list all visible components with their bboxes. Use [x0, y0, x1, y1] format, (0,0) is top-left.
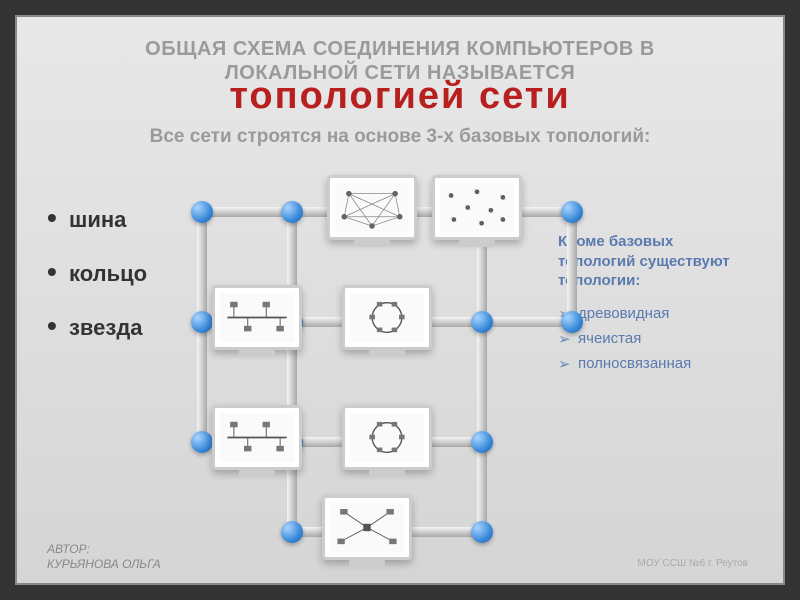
network-node-icon [191, 311, 213, 333]
extra-topologies-block: Кроме базовых топологий существуют топол… [558, 232, 748, 380]
network-diagram [197, 177, 577, 537]
pipe-vertical [477, 207, 487, 532]
base-topologies-list: шина кольцо звезда [47, 207, 147, 369]
subtitle: Все сети строятся на основе 3-х базовых … [47, 126, 753, 148]
list-item: шина [47, 207, 147, 233]
screen-icon [322, 495, 412, 560]
heading-line-1: ОБЩАЯ СХЕМА СОЕДИНЕНИЯ КОМПЬЮТЕРОВ В [47, 37, 753, 61]
screen-icon [327, 175, 417, 240]
list-item: звезда [47, 315, 147, 341]
network-node-icon [471, 521, 493, 543]
author-block: АВТОР: КУРЬЯНОВА ОЛЬГА [47, 542, 161, 571]
network-node-icon [281, 201, 303, 223]
author-name: КУРЬЯНОВА ОЛЬГА [47, 557, 161, 571]
footer-right: МОУ ССШ №6 г. Реутов [638, 558, 748, 569]
network-node-icon [561, 201, 583, 223]
screen-icon [342, 405, 432, 470]
screen-content [220, 413, 294, 462]
list-item: кольцо [47, 261, 147, 287]
screen-content [440, 183, 514, 232]
pipe-vertical [287, 207, 297, 532]
screen-icon [432, 175, 522, 240]
network-node-icon [191, 201, 213, 223]
network-node-icon [191, 431, 213, 453]
screen-content [220, 293, 294, 342]
network-node-icon [561, 311, 583, 333]
screen-content [350, 413, 424, 462]
extra-intro: Кроме базовых топологий существуют топол… [558, 232, 748, 291]
screen-content [330, 503, 404, 552]
network-node-icon [471, 311, 493, 333]
slide: ОБЩАЯ СХЕМА СОЕДИНЕНИЯ КОМПЬЮТЕРОВ В ЛОК… [15, 15, 785, 585]
screen-content [350, 293, 424, 342]
list-item: ячеистая [558, 330, 748, 347]
list-item: полносвязанная [558, 355, 748, 372]
network-node-icon [471, 431, 493, 453]
extra-topologies-list: древовидная ячеистая полносвязанная [558, 305, 748, 372]
author-label: АВТОР: [47, 542, 161, 556]
screen-icon [212, 285, 302, 350]
screen-icon [212, 405, 302, 470]
screen-content [335, 183, 409, 232]
network-node-icon [281, 521, 303, 543]
main-title: топологией сети [47, 75, 753, 118]
pipe-vertical [567, 207, 577, 322]
screen-icon [342, 285, 432, 350]
list-item: древовидная [558, 305, 748, 322]
